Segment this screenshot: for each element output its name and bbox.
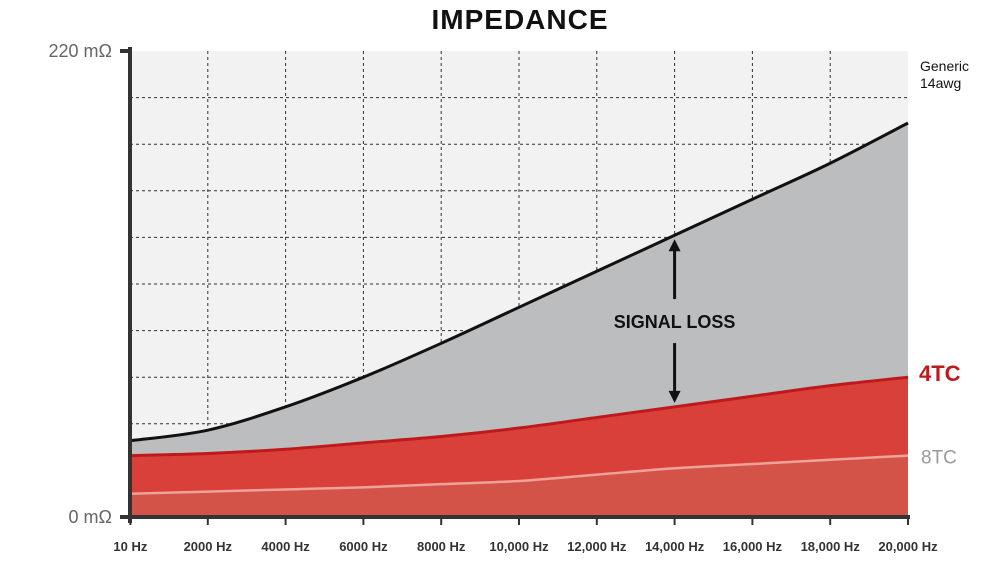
8tc-area xyxy=(130,455,908,517)
x-tick-label: 14,000 Hz xyxy=(645,539,705,554)
y-tick-label: 220 mΩ xyxy=(49,41,112,61)
x-tick-label: 18,000 Hz xyxy=(801,539,861,554)
signal-loss-label: SIGNAL LOSS xyxy=(614,312,736,332)
4tc-line xyxy=(130,375,909,458)
x-tick-label: 2000 Hz xyxy=(184,539,233,554)
series-label-8tc: 8TC xyxy=(921,448,957,469)
x-tick-label: 6000 Hz xyxy=(339,539,388,554)
x-tick-label: 12,000 Hz xyxy=(567,539,627,554)
x-tick-label: 20,000 Hz xyxy=(878,539,938,554)
x-tick-label: 16,000 Hz xyxy=(723,539,783,554)
chart-title: IMPEDANCE xyxy=(431,4,608,35)
8tc-line xyxy=(130,454,909,495)
series-label-4tc: 4TC xyxy=(919,361,961,386)
y-tick-labels: 0 mΩ 220 mΩ xyxy=(49,41,112,527)
signal-loss-annotation: SIGNAL LOSS xyxy=(614,239,736,403)
arrow-down-icon xyxy=(668,390,681,403)
generic-14awg-line xyxy=(130,121,909,443)
series-label-generic: 14awg xyxy=(920,75,961,91)
x-tick-label: 8000 Hz xyxy=(417,539,466,554)
series-label-generic: Generic xyxy=(920,58,969,74)
x-tick-label: 4000 Hz xyxy=(261,539,310,554)
axes xyxy=(120,47,910,525)
x-tick-label: 10 Hz xyxy=(113,539,147,554)
y-tick-label: 0 mΩ xyxy=(69,507,112,527)
x-tick-labels: 10 Hz 2000 Hz 4000 Hz 6000 Hz 8000 Hz 10,000 … xyxy=(113,539,938,554)
arrow-up-icon xyxy=(668,239,681,252)
x-tick-label: 10,000 Hz xyxy=(489,539,549,554)
